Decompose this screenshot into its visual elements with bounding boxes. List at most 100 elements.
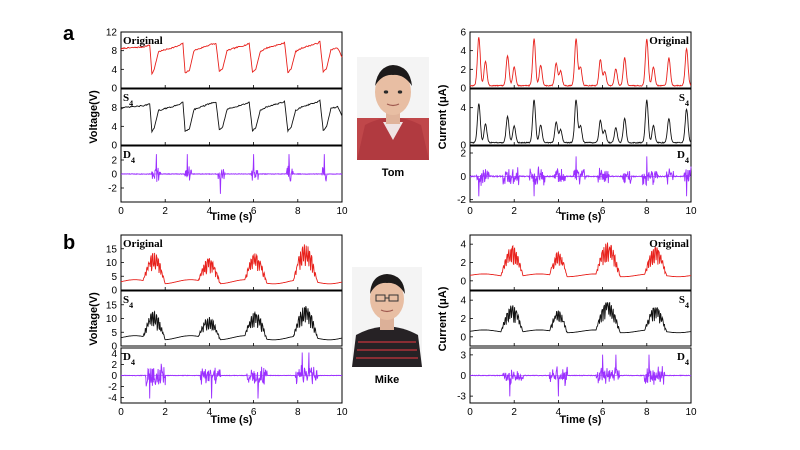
y-tick-label: 12 [106,28,118,39]
y-tick-label: 6 [460,28,466,39]
y-axis-label: Voltage(V) [88,90,100,144]
subplot-d4: -3 0 3 D4 [457,347,692,404]
x-tick-label: 6 [251,407,257,418]
series-line-d4 [469,156,692,197]
subplot-original: 0 5 10 15 Original [106,234,343,297]
subplot-s4: 0 2 4 S4 [460,290,692,347]
series-label-s4: S4 [679,294,689,310]
series-line-original [469,37,692,87]
person-name-tom: Tom [382,167,405,179]
y-tick-label: 0 [460,172,466,183]
subplot-frame [469,31,692,89]
x-tick-label: 10 [685,206,697,217]
series-label-s4: S4 [123,92,133,108]
x-tick-label: 2 [511,206,517,217]
y-tick-label: 0 [460,276,466,287]
x-axis-label: Time (s) [560,211,602,223]
y-tick-label: -4 [108,393,117,404]
series-line-original [120,244,343,285]
x-tick-label: 10 [336,407,348,418]
series-label-d4: D4 [123,149,135,165]
y-tick-label: 3 [460,350,466,361]
x-tick-label: 4 [556,206,562,217]
y-tick-label: 0 [111,170,117,181]
x-tick-label: 8 [644,206,650,217]
y-tick-label: 0 [460,84,466,95]
subplot-original: 0 4 8 12 Original [106,28,343,95]
series-label-original: Original [123,35,163,47]
series-label-d4: D4 [677,351,689,367]
y-tick-label: 10 [106,314,118,325]
x-axis-label: Time (s) [560,414,602,426]
y-tick-label: 2 [111,156,117,167]
y-tick-label: -2 [108,382,117,393]
y-axis-label: Current (μA) [437,286,449,351]
x-tick-label: 8 [295,407,301,418]
y-tick-label: 0 [111,342,117,353]
x-tick-label: 6 [251,206,257,217]
x-tick-label: 8 [644,407,650,418]
series-line-s4 [120,99,343,134]
y-tick-label: 0 [111,371,117,382]
y-tick-label: -2 [108,184,117,195]
y-tick-label: 4 [111,65,117,76]
person-photo-icon [352,267,422,367]
x-tick-label: 0 [467,407,473,418]
y-tick-label: 15 [106,300,118,311]
series-line-s4 [469,99,692,144]
y-axis-label: Voltage(V) [88,292,100,346]
y-tick-label: 4 [460,46,466,57]
series-label-original: Original [649,35,689,47]
y-tick-label: 8 [111,103,117,114]
subplot-s4: 0 4 S4 [460,88,692,152]
series-label-original: Original [123,238,163,250]
x-tick-label: 0 [118,407,124,418]
y-tick-label: 4 [111,349,117,360]
series-label-d4: D4 [677,149,689,165]
x-tick-label: 2 [511,407,517,418]
subplot-frame [120,31,343,89]
series-line-original [470,242,692,278]
subplot-s4: 0 4 8 S4 [111,88,343,152]
y-tick-label: 10 [106,258,118,269]
subplot-frame [469,88,692,146]
panel-label-a: a [63,23,75,45]
y-tick-label: 4 [460,296,466,307]
x-tick-label: 0 [118,206,124,217]
series-label-s4: S4 [123,294,133,310]
series-line-s4 [120,305,343,341]
y-tick-label: 4 [460,240,466,251]
x-tick-label: 4 [556,407,562,418]
subplot-s4: 0 5 10 15 S4 [106,290,343,353]
y-axis-label: Current (μA) [437,84,449,149]
y-tick-label: 2 [460,149,466,160]
series-label-s4: S4 [679,92,689,108]
subplot-frame [120,88,343,146]
subplot-d4: -2 0 2 D4 [457,145,692,206]
y-tick-label: 2 [460,65,466,76]
series-line-original [120,40,343,76]
subplot-d4: -2 0 2 D4 [108,145,343,203]
x-tick-label: 0 [467,206,473,217]
y-tick-label: 2 [460,314,466,325]
series-line-s4 [470,302,692,334]
subplot-frame [469,145,692,203]
x-axis-label: Time (s) [211,414,253,426]
y-tick-label: 0 [460,371,466,382]
subplot-frame [469,290,692,347]
y-tick-label: 15 [106,244,118,255]
subplot-original: 0 2 4 6 Original [460,28,692,95]
x-tick-label: 2 [162,206,168,217]
y-tick-label: 5 [111,272,117,283]
x-tick-label: 4 [207,206,213,217]
y-tick-label: 0 [111,141,117,152]
x-axis-label: Time (s) [211,211,253,223]
subplot-original: 0 2 4 Original [460,234,692,291]
